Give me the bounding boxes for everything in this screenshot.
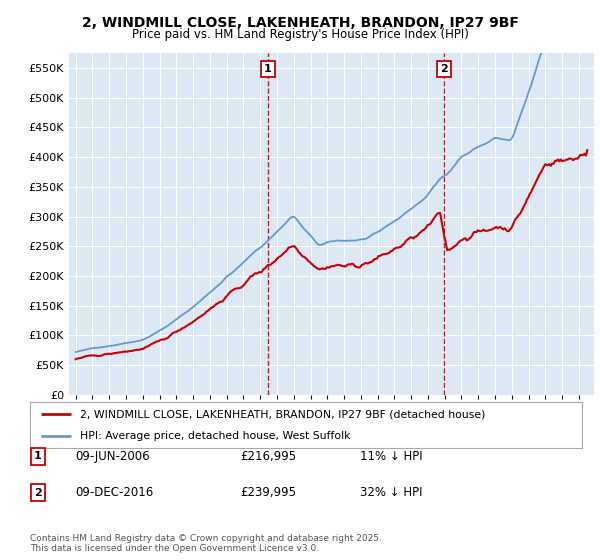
Text: 2: 2 <box>440 64 448 74</box>
Text: Price paid vs. HM Land Registry's House Price Index (HPI): Price paid vs. HM Land Registry's House … <box>131 28 469 41</box>
Text: £239,995: £239,995 <box>240 486 296 500</box>
Text: 09-DEC-2016: 09-DEC-2016 <box>75 486 153 500</box>
Text: 2, WINDMILL CLOSE, LAKENHEATH, BRANDON, IP27 9BF: 2, WINDMILL CLOSE, LAKENHEATH, BRANDON, … <box>82 16 518 30</box>
Text: Contains HM Land Registry data © Crown copyright and database right 2025.
This d: Contains HM Land Registry data © Crown c… <box>30 534 382 553</box>
Text: 1: 1 <box>264 64 271 74</box>
Text: 11% ↓ HPI: 11% ↓ HPI <box>360 450 422 463</box>
Text: HPI: Average price, detached house, West Suffolk: HPI: Average price, detached house, West… <box>80 431 350 441</box>
Text: 09-JUN-2006: 09-JUN-2006 <box>75 450 149 463</box>
Text: £216,995: £216,995 <box>240 450 296 463</box>
Text: 1: 1 <box>34 451 41 461</box>
Text: 32% ↓ HPI: 32% ↓ HPI <box>360 486 422 500</box>
Text: 2, WINDMILL CLOSE, LAKENHEATH, BRANDON, IP27 9BF (detached house): 2, WINDMILL CLOSE, LAKENHEATH, BRANDON, … <box>80 409 485 419</box>
Text: 2: 2 <box>34 488 41 498</box>
